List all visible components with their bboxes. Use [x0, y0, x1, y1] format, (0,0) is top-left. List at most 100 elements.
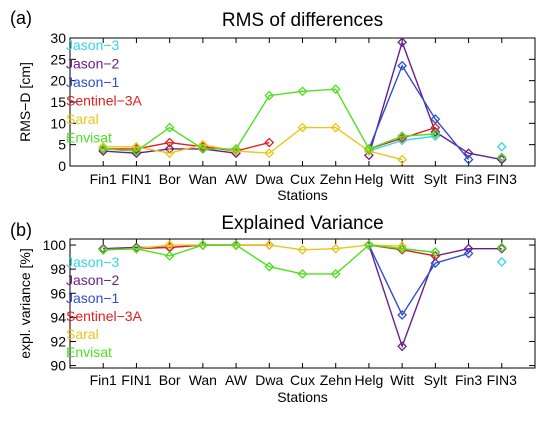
panel-b-series-saral-point — [264, 240, 275, 250]
panel-a-series-sentinel-3a-point — [430, 122, 441, 133]
panel-b-x-tick-label: Cux — [290, 372, 315, 388]
panel-a-series-sentinel-3a-point — [264, 137, 275, 148]
panel-a-x-tick-label: Fin3 — [455, 171, 482, 187]
panel-b-series-jason-1-line — [368, 244, 469, 317]
panel-a-y-tick-label: 25 — [50, 51, 66, 67]
panel-a-series-jason-2-point — [397, 37, 408, 48]
panel-a-series-sentinel-3a-point — [164, 137, 175, 148]
panel-b-series-envisat-point — [364, 240, 374, 250]
panel-a-legend-envisat: Envisat — [66, 130, 112, 146]
panel-a-x-tick-label: Cux — [290, 171, 315, 187]
panel-b-series-saral-point — [164, 240, 175, 250]
panel-b-x-tick-label: Sylt — [424, 372, 447, 388]
panel-a-series-envisat-line — [103, 88, 436, 152]
panel-a-series-envisat-point — [131, 146, 142, 156]
panel-b-series-jason-1-point — [397, 310, 408, 320]
panel-b-x-tick-label: Dwa — [255, 372, 283, 388]
panel-b-series-jason-1-point — [463, 248, 474, 259]
panel-a-x-tick-label: FIN3 — [487, 171, 518, 187]
panel-b-x-axis-title: Stations — [277, 389, 328, 405]
panel-b-series-envisat-point — [164, 250, 175, 261]
panel-b-series-envisat-point — [297, 269, 308, 279]
panel-b-series-jason-2-point — [496, 243, 507, 254]
panel-b-x-tick-label: Bor — [159, 372, 181, 388]
panel-a-series-envisat-point — [197, 144, 208, 154]
panel-a-x-tick-label: Wan — [189, 171, 217, 187]
panel-a-series-saral-line — [103, 126, 403, 161]
panel-a-x-tick-label: AW — [225, 171, 248, 187]
panel-b-x-tick-label: Witt — [390, 372, 414, 388]
panel-a-legend-saral: Saral — [66, 111, 99, 127]
panel-a-label: (a) — [10, 8, 32, 28]
panel-b-series-envisat-point — [131, 243, 142, 254]
panel-b-series-saral-point — [297, 244, 308, 255]
panel-a-series-envisat-point — [496, 152, 507, 163]
panel-a-series-envisat-point — [330, 84, 341, 95]
panel-b-series-envisat-line — [103, 244, 436, 275]
panel-b-y-tick-label: 94 — [50, 309, 66, 325]
panel-b-series-sentinel-3a-point — [430, 250, 441, 261]
panel-b-legend-sentinel-3a: Sentinel−3A — [66, 308, 143, 324]
panel-b-series-envisat-point — [430, 247, 441, 258]
panel-a-series-jason-2-point — [430, 126, 441, 137]
panel-a-series-saral-point — [164, 148, 175, 159]
panel-a-x-tick-label: Witt — [390, 171, 414, 187]
panel-a-series-envisat-point — [264, 90, 275, 101]
panel-b-x-tick-label: FIN1 — [121, 372, 152, 388]
panel-b-x-tick-label: Fin1 — [90, 372, 117, 388]
panel-b-title: Explained Variance — [221, 213, 383, 234]
panel-b-series-jason-2-point — [397, 341, 408, 352]
panel-b-series-envisat-point — [330, 269, 341, 279]
panel-b-series-saral-point — [397, 241, 408, 252]
panel-a-legend-jason-3: Jason−3 — [66, 37, 120, 53]
panel-b-legend-jason-1: Jason−1 — [66, 290, 120, 306]
panel-a-y-tick-label: 0 — [58, 158, 66, 174]
panel-b-y-tick-label: 100 — [43, 237, 67, 253]
panel-b-legend-envisat: Envisat — [66, 344, 112, 360]
panel-a-series-envisat-point — [231, 144, 241, 154]
panel-b-series-jason-3-point — [496, 256, 507, 267]
panel-a-series-jason-1-point — [463, 154, 474, 165]
panel-a-series-saral-point — [330, 122, 341, 133]
panel-a-y-tick-label: 10 — [50, 115, 66, 131]
panel-a-y-tick-label: 30 — [50, 30, 66, 46]
panel-a-series-jason-3-point — [496, 141, 507, 152]
panel-a-y-tick-label: 20 — [50, 73, 66, 89]
panel-b-series-envisat-point — [98, 244, 109, 255]
panel-b-legend-saral: Saral — [66, 326, 99, 342]
panel-a-series-jason-1-point — [397, 60, 408, 71]
panel-b-y-axis-title: expl. variance [%] — [17, 248, 33, 359]
panel-b-series-envisat-point — [397, 243, 408, 254]
panel-a-series-jason-2-point — [364, 150, 374, 161]
panel-b-legend-jason-2: Jason−2 — [66, 272, 120, 288]
panel-a-y-tick-label: 5 — [58, 137, 66, 153]
panel-a-series-envisat-point — [364, 144, 374, 154]
panel-a-y-tick-label: 15 — [50, 94, 66, 110]
panel-b-y-tick-label: 90 — [50, 358, 66, 374]
panel-a-series-saral-point — [397, 154, 408, 165]
panel-b-series-jason-1-point — [430, 258, 441, 269]
panel-b-x-tick-label: Helg — [355, 372, 384, 388]
panel-b-x-tick-label: Wan — [189, 372, 217, 388]
panel-b-x-tick-label: AW — [225, 372, 248, 388]
panel-b-y-tick-label: 92 — [50, 333, 66, 349]
panel-a-series-saral-point — [297, 122, 308, 133]
panel-a-legend-sentinel-3a: Sentinel−3A — [66, 93, 143, 109]
panel-a-series-saral-point — [98, 141, 109, 152]
panel-a-x-tick-label: Bor — [159, 171, 181, 187]
panel-b-series-saral-line — [103, 244, 403, 251]
panel-a-legend-jason-2: Jason−2 — [66, 56, 120, 72]
panel-a-legend-jason-1: Jason−1 — [66, 74, 120, 90]
panel-b-x-tick-label: Zehn — [320, 372, 352, 388]
panel-b-series-envisat-point — [496, 242, 507, 253]
panel-a-x-tick-label: Fin1 — [90, 171, 117, 187]
panel-a-series-jason-2-point — [463, 148, 474, 159]
panel-a-series-envisat-point — [397, 131, 408, 142]
panel-a-series-sentinel-3a-line — [103, 141, 270, 152]
panel-a-x-tick-label: Dwa — [255, 171, 283, 187]
panel-b-series-envisat-point — [264, 261, 275, 272]
panel-a-x-tick-label: FIN1 — [121, 171, 152, 187]
panel-b-series-jason-2-point — [131, 242, 142, 253]
panel-b-label: (b) — [10, 220, 32, 240]
